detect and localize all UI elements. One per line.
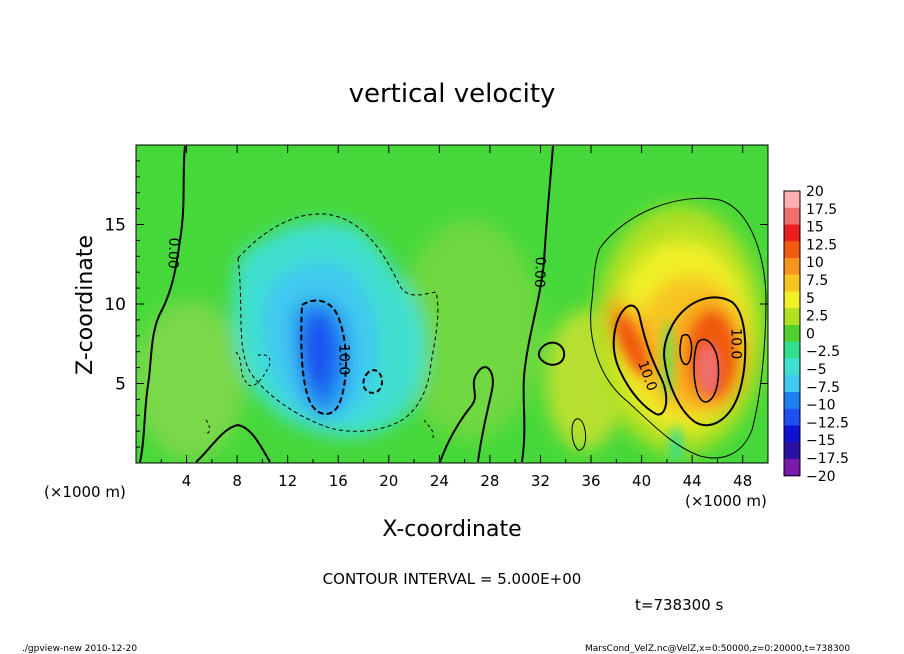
colorbar-swatch: [784, 241, 800, 259]
small-cell: [571, 416, 583, 444]
colorbar-label: −2.5: [806, 344, 840, 360]
zero-contour-blob: [537, 341, 566, 366]
colorbar-swatch: [784, 325, 800, 343]
y-axis-ticks: 5 10 15: [104, 160, 768, 448]
x-tick-label: 8: [232, 472, 242, 490]
colorbar-label: 0: [806, 326, 815, 342]
chart-title: vertical velocity: [349, 79, 556, 109]
zero-contour-bottom-mid: [439, 366, 494, 463]
pos-contour-10-left: [612, 304, 668, 416]
x-unit-label-right: (×1000 m): [685, 492, 767, 510]
pos-contour-bottom: [571, 418, 587, 451]
colorbar-label: −12.5: [806, 415, 849, 431]
colorbar-swatch: [784, 375, 800, 393]
colorbar-swatch: [784, 341, 800, 359]
colorbar-label: 5: [806, 291, 815, 307]
x-tick-label: 40: [632, 472, 651, 490]
colorbar-label: 7.5: [806, 273, 828, 289]
x-tick-label: 36: [581, 472, 600, 490]
colorbar-label: −20: [806, 469, 836, 485]
colorbar-swatch: [784, 191, 800, 209]
pos-contour-small: [679, 333, 693, 366]
colorbar-label: −17.5: [806, 451, 849, 467]
neg-contour-small-c: [203, 419, 211, 434]
colorbar-swatch: [784, 258, 800, 276]
downdraft-deep: [302, 314, 334, 390]
gap-green: [662, 320, 674, 400]
colorbar-label: 12.5: [806, 237, 837, 253]
y-tick-label: 15: [104, 216, 126, 236]
footer-right: MarsCond_VelZ.nc@VelZ,x=0:50000,z=0:2000…: [585, 644, 850, 654]
x-tick-label: 48: [733, 472, 752, 490]
colorbar-swatch: [784, 358, 800, 376]
colorbar-label: 20: [806, 184, 824, 200]
colorbar-swatch: [784, 425, 800, 443]
colorbar-frame: [783, 190, 801, 477]
x-axis-ticks: 4 8 12 16 20 24 28 32 36 40 44 48: [160, 145, 752, 490]
x-tick-label: 32: [531, 472, 550, 490]
updraft-red-left: [616, 315, 648, 375]
field-light-left: [136, 300, 245, 460]
y-axis-label: Z-coordinate: [73, 235, 98, 375]
contour-interval-text: CONTOUR INTERVAL = 5.000E+00: [323, 570, 582, 588]
neg-contour-core: [300, 299, 347, 415]
y-tick-label: 10: [104, 295, 126, 315]
colorbar-label: 10: [806, 255, 824, 271]
footer-left: ./gpview-new 2010-12-20: [22, 644, 137, 654]
contour-label: 0.00: [531, 256, 548, 288]
colorbar-swatch: [784, 291, 800, 309]
colorbar-swatch: [784, 392, 800, 410]
colorbar-label: −15: [806, 433, 836, 449]
x-tick-label: 16: [329, 472, 348, 490]
time-text: t=738300 s: [635, 596, 723, 614]
x-tick-label: 28: [480, 472, 499, 490]
neg-contour-small-a: [362, 369, 384, 394]
y-tick-label: 5: [115, 375, 126, 395]
colorbar-swatch: [784, 207, 800, 225]
colorbar-swatch: [784, 308, 800, 326]
colorbar-swatch: [784, 408, 800, 426]
contour-label-group: 0.00: [164, 237, 181, 269]
colorbar-label: −10: [806, 398, 836, 414]
zero-contour-bottom-left: [195, 423, 271, 463]
pos-contour-outer: [590, 197, 767, 459]
x-axis-label: X-coordinate: [382, 517, 521, 542]
contour-label-group: 10.0: [336, 344, 352, 375]
neg-contour-small-d: [423, 419, 434, 441]
colorbar-swatch: [784, 274, 800, 292]
neg-contour-outer: [237, 213, 439, 432]
x-tick-label: 24: [430, 472, 449, 490]
x-tick-label: 12: [278, 472, 297, 490]
colorbar-label: −7.5: [806, 380, 840, 396]
colorbar-label: 15: [806, 220, 824, 236]
colorbar-label: 17.5: [806, 202, 837, 218]
x-unit-label-left: (×1000 m): [44, 483, 126, 501]
colorbar-label: 2.5: [806, 309, 828, 325]
zero-contour-left: [139, 145, 186, 463]
x-tick-label: 20: [379, 472, 398, 490]
contours: [139, 145, 767, 463]
x-tick-label: 44: [683, 472, 702, 490]
colorbar-swatch: [784, 459, 800, 477]
field-light-right: [400, 220, 540, 440]
gap-cyan: [670, 427, 682, 463]
contour-label: 10.0: [727, 328, 743, 359]
contour-label-group: 10.0: [727, 328, 743, 359]
contour-label-group: 0.00: [531, 256, 548, 288]
colorbar-swatch: [784, 224, 800, 242]
colorbar-label: −5: [806, 362, 827, 378]
updraft-pink-core: [698, 345, 718, 395]
x-tick-label: 4: [182, 472, 192, 490]
pos-contour-10-right: [662, 296, 747, 427]
pos-contour-15: [693, 338, 720, 403]
colorbar-swatch: [784, 442, 800, 460]
zero-contour-mid: [521, 145, 554, 463]
contour-label: 10.0: [336, 344, 352, 375]
contour-label: 0.00: [164, 237, 181, 269]
